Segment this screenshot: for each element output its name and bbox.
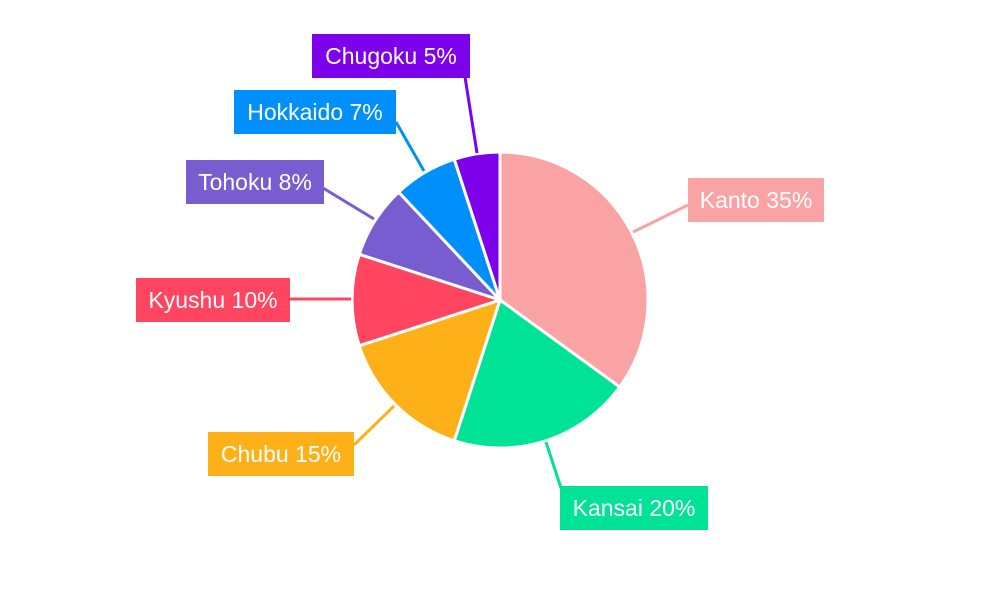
label-box — [560, 486, 708, 530]
data-label-chubu: Chubu 15% — [208, 432, 354, 476]
label-text: Chubu 15% — [221, 441, 341, 467]
label-text: Kanto 35% — [700, 187, 813, 213]
leader-line-chugoku — [463, 76, 479, 154]
pie-slice-kanto[interactable] — [498, 150, 650, 389]
pie-slice-kyushu[interactable] — [350, 252, 502, 348]
label-text: Tohoku 8% — [198, 169, 312, 195]
leader-line-tohoku — [322, 186, 375, 221]
label-box — [186, 160, 324, 204]
data-label-tohoku: Tohoku 8% — [186, 160, 324, 204]
slices — [350, 150, 650, 450]
label-text: Chugoku 5% — [325, 43, 457, 69]
data-label-chugoku: Chugoku 5% — [312, 34, 470, 78]
leader-line-hokkaido — [394, 121, 426, 172]
leader-line-kansai — [544, 441, 563, 489]
label-box — [688, 178, 824, 222]
leader-line-kanto — [632, 203, 689, 234]
data-label-kansai: Kansai 20% — [560, 486, 708, 530]
label-box — [312, 34, 470, 78]
pie-slice-kansai[interactable] — [452, 298, 622, 450]
data-label-kanto: Kanto 35% — [688, 178, 824, 222]
label-box — [234, 90, 396, 134]
pie-slice-chugoku[interactable] — [452, 150, 502, 302]
label-box — [136, 278, 290, 322]
data-label-hokkaido: Hokkaido 7% — [234, 90, 396, 134]
label-text: Hokkaido 7% — [247, 99, 383, 125]
label-text: Kyushu 10% — [148, 287, 277, 313]
label-text: Kansai 20% — [573, 495, 696, 521]
label-box — [208, 432, 354, 476]
data-label-kyushu: Kyushu 10% — [136, 278, 290, 322]
leader-line-chubu — [352, 404, 396, 447]
